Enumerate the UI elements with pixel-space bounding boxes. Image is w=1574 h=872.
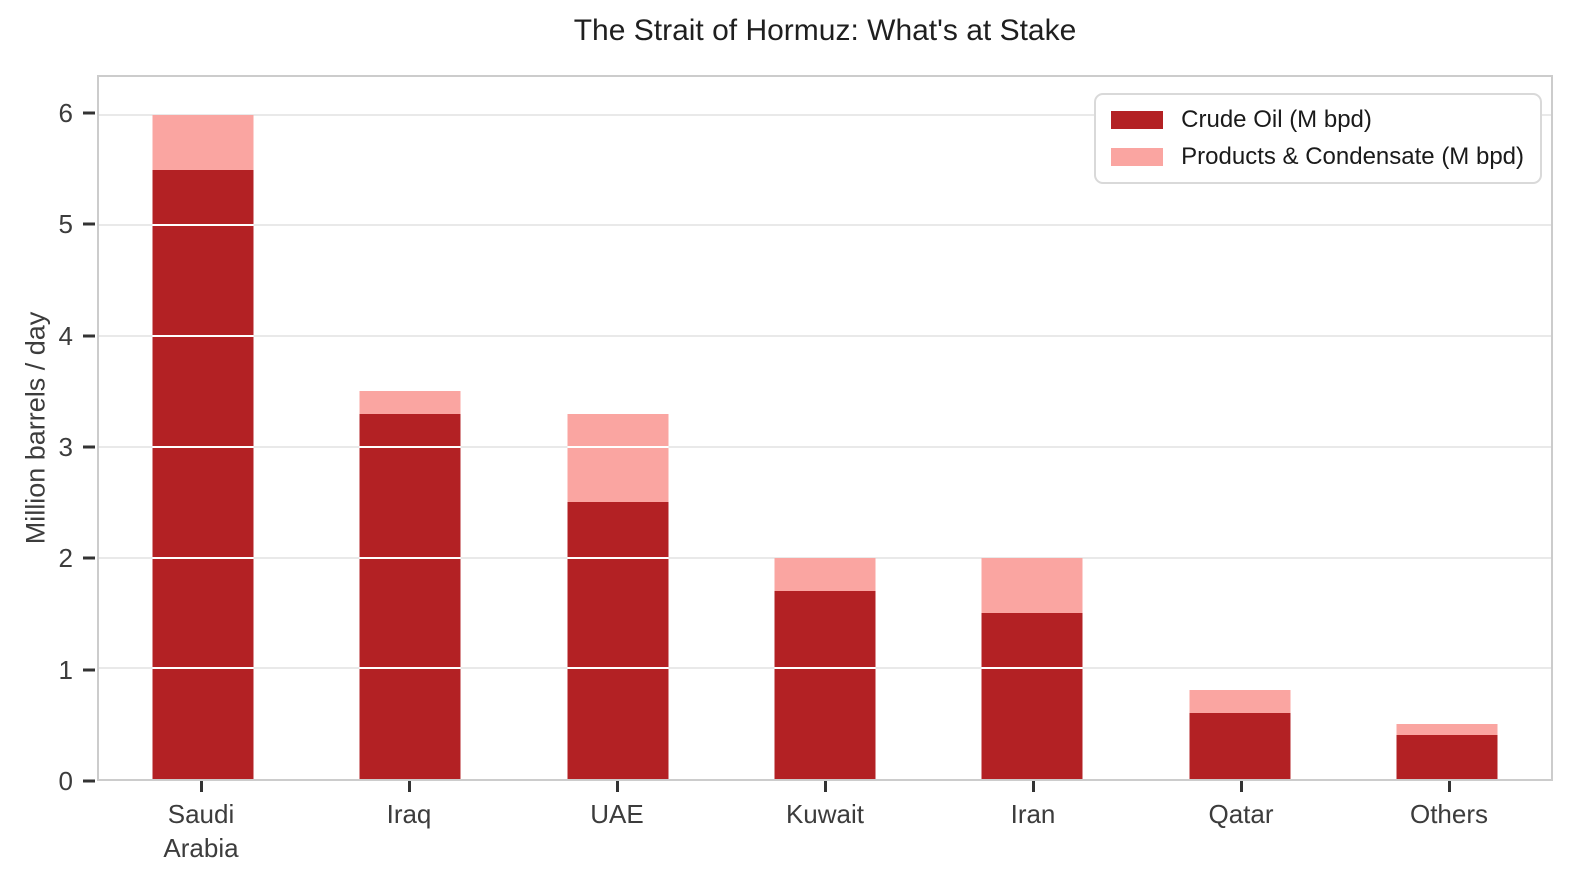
x-tick-mark xyxy=(615,781,619,792)
x-tick-mark xyxy=(199,781,203,792)
y-tick-label-2: 2 xyxy=(58,543,73,574)
bar-slot-iran xyxy=(929,77,1136,779)
x-tick-label-saudi-arabia: Saudi Arabia xyxy=(163,799,239,864)
bar-segment-products-condensate xyxy=(359,391,461,414)
x-slot-saudi-arabia: Saudi Arabia xyxy=(97,781,305,866)
bar-gridline-overlay-3 xyxy=(567,445,669,448)
bar-slot-qatar xyxy=(1136,77,1343,779)
y-tick-label-5: 5 xyxy=(58,209,73,240)
y-tick-mark-5 xyxy=(83,222,95,226)
x-tick-label-iran: Iran xyxy=(1010,799,1056,829)
bar-gridline-overlay-1 xyxy=(567,667,669,670)
bar-uae xyxy=(567,413,669,779)
x-slot-qatar: Qatar xyxy=(1137,781,1345,866)
gridline-y-5 xyxy=(99,224,1551,227)
x-slot-iran: Iran xyxy=(929,781,1137,866)
y-tick-mark-6 xyxy=(83,111,95,115)
bar-segment-products-condensate xyxy=(981,557,1083,613)
y-tick-mark-3 xyxy=(83,445,95,449)
x-slot-iraq: Iraq xyxy=(305,781,513,866)
y-tick-mark-4 xyxy=(83,334,95,338)
bar-segment-products-condensate xyxy=(774,557,876,591)
x-tick-mark xyxy=(1031,781,1035,792)
bar-slot-uae xyxy=(514,77,721,779)
y-tick-label-1: 1 xyxy=(58,654,73,685)
bar-gridline-overlay-4 xyxy=(152,335,254,338)
gridline-y-3 xyxy=(99,445,1551,448)
bar-segment-crude-oil xyxy=(152,170,254,779)
x-tick-mark xyxy=(1239,781,1243,792)
legend-row-products-condensate: Products & Condensate (M bpd) xyxy=(1111,143,1524,171)
bar-segment-crude-oil xyxy=(981,612,1083,779)
legend-label-products-condensate: Products & Condensate (M bpd) xyxy=(1181,143,1524,170)
bar-segment-products-condensate xyxy=(152,114,254,171)
y-tick-mark-2 xyxy=(83,556,95,560)
bar-iraq xyxy=(359,391,461,779)
bar-gridline-overlay-2 xyxy=(567,556,669,559)
legend: Crude Oil (M bpd) Products & Condensate … xyxy=(1094,93,1542,184)
x-slot-uae: UAE xyxy=(513,781,721,866)
x-tick-label-uae: UAE xyxy=(590,799,644,829)
y-tick-label-4: 4 xyxy=(58,320,73,351)
x-tick-label-kuwait: Kuwait xyxy=(785,799,865,829)
bar-gridline-overlay-5 xyxy=(152,224,254,227)
bar-iran xyxy=(981,557,1083,779)
gridline-y-6 xyxy=(99,113,1551,116)
bar-segment-crude-oil xyxy=(1396,734,1498,779)
legend-row-crude-oil: Crude Oil (M bpd) xyxy=(1111,106,1524,134)
bar-gridline-overlay-1 xyxy=(359,667,461,670)
bar-segment-products-condensate xyxy=(1396,723,1498,735)
crude-oil-swatch xyxy=(1111,111,1164,129)
y-tick-mark-0 xyxy=(83,779,95,783)
bars-row xyxy=(99,77,1551,779)
bar-slot-others xyxy=(1344,77,1551,779)
products-condensate-swatch xyxy=(1111,148,1164,166)
y-axis: 0 1 2 3 4 5 6 xyxy=(0,75,95,794)
x-tick-mark xyxy=(823,781,827,792)
bar-gridline-overlay-3 xyxy=(359,445,461,448)
bar-segment-crude-oil xyxy=(774,590,876,779)
y-tick-label-0: 0 xyxy=(58,766,73,796)
plot-area: Crude Oil (M bpd) Products & Condensate … xyxy=(97,75,1553,781)
bar-slot-kuwait xyxy=(721,77,928,779)
bar-segment-products-condensate xyxy=(1189,690,1291,713)
bar-gridline-overlay-1 xyxy=(152,667,254,670)
x-slot-kuwait: Kuwait xyxy=(721,781,929,866)
bar-gridline-overlay-1 xyxy=(774,667,876,670)
x-tick-label-iraq: Iraq xyxy=(386,799,432,829)
bar-gridline-overlay-2 xyxy=(152,556,254,559)
bar-others xyxy=(1396,723,1498,779)
bar-segment-crude-oil xyxy=(567,502,669,779)
bar-kuwait xyxy=(774,557,876,779)
y-tick-label-3: 3 xyxy=(58,431,73,462)
bar-segment-crude-oil xyxy=(359,413,461,779)
x-tick-mark xyxy=(1447,781,1451,792)
bar-slot-saudi-arabia xyxy=(99,77,306,779)
bar-segment-crude-oil xyxy=(1189,712,1291,779)
bar-slot-iraq xyxy=(306,77,513,779)
bar-segment-products-condensate xyxy=(567,413,669,503)
bar-gridline-overlay-1 xyxy=(981,667,1083,670)
legend-label-crude-oil: Crude Oil (M bpd) xyxy=(1181,106,1372,133)
bar-gridline-overlay-3 xyxy=(152,445,254,448)
bar-qatar xyxy=(1189,690,1291,779)
x-axis: Saudi Arabia Iraq UAE Kuwait Iran Qatar Others xyxy=(97,781,1553,866)
x-slot-others: Others xyxy=(1345,781,1553,866)
chart-title: The Strait of Hormuz: What's at Stake xyxy=(573,14,1077,47)
y-tick-mark-1 xyxy=(83,668,95,672)
x-tick-label-qatar: Qatar xyxy=(1208,799,1274,829)
bar-gridline-overlay-2 xyxy=(359,556,461,559)
bar-saudi-arabia xyxy=(152,114,254,779)
x-tick-label-others: Others xyxy=(1409,799,1489,829)
y-tick-label-6: 6 xyxy=(58,97,73,128)
x-tick-mark xyxy=(407,781,411,792)
gridline-y-4 xyxy=(99,335,1551,338)
